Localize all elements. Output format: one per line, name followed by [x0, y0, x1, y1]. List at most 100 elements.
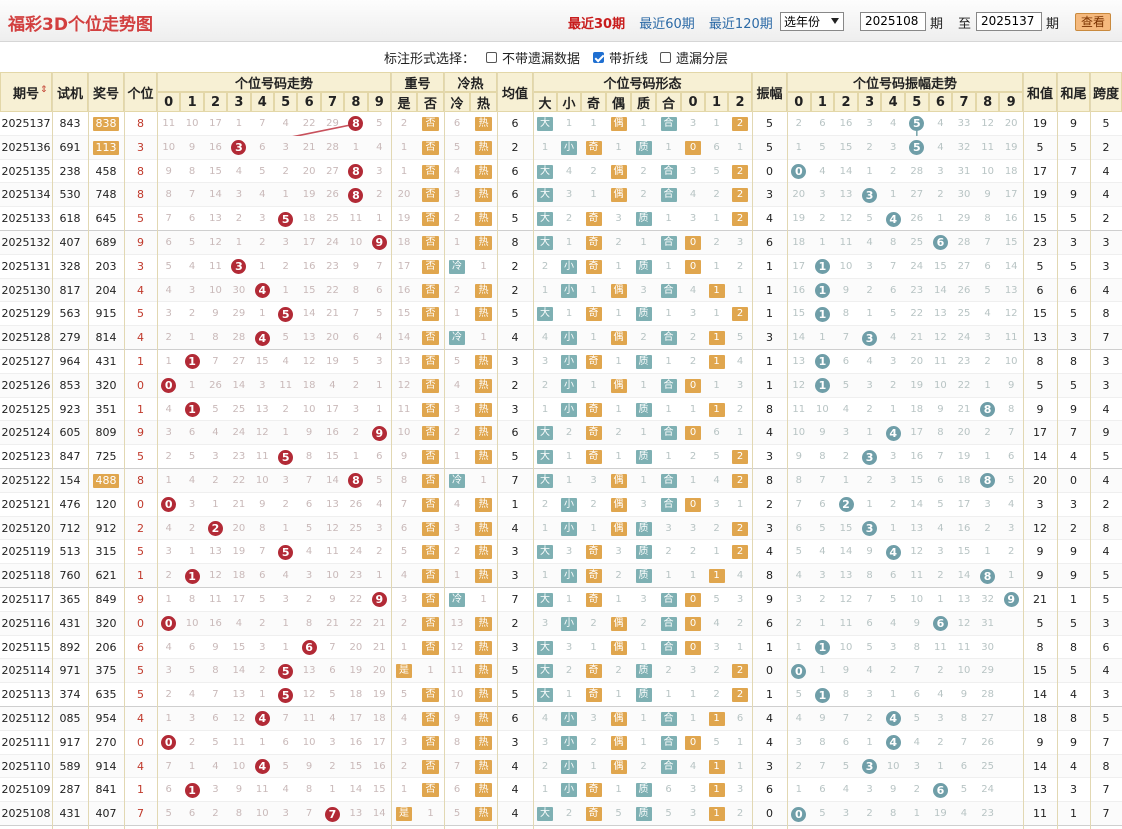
period-30[interactable]: 最近30期 — [568, 17, 626, 32]
from-period-input[interactable]: 2025108 — [860, 12, 926, 31]
to-period-input[interactable]: 2025137 — [976, 12, 1042, 31]
header-amp-digit: 9 — [999, 92, 1023, 112]
digit-cell: 3 — [137, 259, 144, 273]
trend-miss-cell: 28 — [326, 141, 339, 153]
trend-miss-cell: 5 — [329, 689, 336, 701]
amp-miss-cell: 11 — [792, 403, 806, 415]
amp-miss-cell: 10 — [981, 165, 994, 177]
prime-cell: 1 — [640, 641, 647, 653]
odd-tag: 奇 — [585, 783, 602, 798]
digit-cell: 1 — [137, 569, 144, 583]
trend-ball: 4 — [254, 711, 270, 727]
trend-miss-cell: 15 — [255, 356, 269, 367]
amp-ball: 0 — [791, 164, 807, 179]
amp-miss-cell: 11 — [910, 570, 924, 582]
trial-cell: 476 — [59, 497, 81, 511]
amp-cell: 8 — [766, 569, 773, 583]
amp-cell: 1 — [766, 355, 773, 368]
amp-miss-cell — [999, 757, 1023, 777]
checkbox-icon[interactable] — [660, 52, 671, 63]
span-cell: 2 — [1102, 140, 1110, 154]
period-cell: 2025113 — [1, 688, 51, 702]
comp-cell: 2 — [665, 665, 672, 677]
span-cell: 3 — [1102, 236, 1110, 249]
option-polyline[interactable]: 带折线 — [593, 48, 648, 67]
comp-cell: 5 — [665, 808, 672, 820]
header-yes: 是 — [391, 92, 417, 112]
amp-miss-cell: 5 — [842, 379, 850, 391]
amp-miss-cell: 7 — [866, 594, 873, 605]
remainder-tag: 0 — [685, 140, 701, 155]
remainder-cell: 4 — [736, 570, 744, 582]
remainder-cell: 5 — [713, 736, 720, 748]
query-button[interactable]: 查看 — [1075, 13, 1111, 31]
cold-cell: 12 — [450, 641, 464, 653]
year-select[interactable]: 选年份 — [780, 12, 844, 31]
amp-cell: 4 — [766, 545, 773, 559]
trend-miss-cell: 1 — [282, 617, 289, 629]
amp-miss-cell: 3 — [890, 141, 897, 153]
header-trend-digit: 4 — [250, 92, 274, 112]
trend-miss-cell: 4 — [165, 522, 172, 534]
remainder-tag: 2 — [732, 664, 748, 679]
amp-miss-cell: 30 — [981, 641, 994, 653]
amp-ball: 4 — [885, 735, 901, 751]
even-tag: 偶 — [610, 640, 627, 655]
checkbox-icon[interactable] — [486, 52, 497, 63]
cold-cell: 6 — [453, 118, 461, 129]
trend-miss-cell: 25 — [326, 213, 339, 225]
period-cell: 2025109 — [1, 783, 51, 797]
tail-cell: 6 — [1070, 283, 1077, 297]
trend-miss-cell: 1 — [165, 713, 172, 724]
tail-cell: 5 — [1070, 212, 1077, 226]
option-layered[interactable]: 遗漏分层 — [660, 48, 728, 67]
tail-cell: 9 — [1070, 117, 1077, 130]
remainder-cell: 2 — [689, 546, 697, 558]
trend-miss-cell: 6 — [165, 237, 172, 248]
period-120[interactable]: 最近120期 — [708, 17, 773, 32]
even-cell: 1 — [615, 594, 622, 605]
trend-miss-cell: 3 — [165, 665, 172, 677]
amp-miss-cell: 10 — [1004, 356, 1018, 367]
amp-miss-cell: 5 — [937, 498, 944, 510]
checkbox-checked-icon[interactable] — [593, 52, 604, 63]
trend-miss-cell: 3 — [212, 784, 219, 796]
span-cell: 5 — [1102, 593, 1110, 606]
period-cell: 2025134 — [1, 188, 51, 202]
trend-miss-cell: 21 — [326, 617, 339, 629]
trend-miss-cell: 25 — [349, 522, 363, 534]
period-60[interactable]: 最近60期 — [639, 17, 695, 32]
amp-miss-cell: 12 — [792, 379, 806, 391]
amp-ball: 3 — [862, 330, 878, 346]
amp-miss-cell: 3 — [866, 379, 873, 391]
sort-icon[interactable]: ⇕ — [40, 85, 48, 95]
amp-miss-cell: 26 — [910, 213, 924, 225]
amp-miss-cell: 25 — [981, 760, 994, 772]
trial-cell: 691 — [59, 140, 81, 154]
trend-miss-cell: 8 — [352, 284, 360, 296]
odd-tag: 奇 — [585, 593, 602, 607]
repeat-no-tag: 否 — [422, 164, 439, 179]
amp-miss-cell: 2 — [866, 713, 873, 724]
prize-cell-highlight: 488 — [93, 474, 119, 488]
amp-miss-cell: 25 — [910, 237, 924, 248]
avg-cell: 2 — [511, 616, 519, 630]
trend-miss-cell: 17 — [349, 713, 363, 724]
digit-cell: 1 — [137, 355, 144, 368]
page-title: 福彩3D个位走势图 — [8, 15, 153, 35]
option-no-miss[interactable]: 不带遗漏数据 — [486, 48, 580, 67]
amp-miss-cell: 4 — [819, 165, 826, 177]
repeat-yes-cell: 18 — [397, 237, 411, 248]
remainder-cell: 6 — [713, 427, 720, 439]
sum-cell: 15 — [1033, 307, 1047, 321]
small-cell: 1 — [565, 451, 573, 463]
amp-miss-cell: 20 — [1004, 118, 1018, 129]
repeat-no-tag: 否 — [422, 212, 439, 227]
trend-ball: 0 — [161, 735, 177, 751]
trend-miss-cell: 6 — [165, 784, 172, 796]
amp-miss-cell: 3 — [866, 118, 873, 129]
amp-miss-cell: 4 — [937, 141, 944, 153]
trend-miss-cell: 3 — [376, 522, 383, 534]
amp-miss-cell: 8 — [913, 641, 920, 653]
sum-cell: 8 — [1036, 355, 1044, 368]
